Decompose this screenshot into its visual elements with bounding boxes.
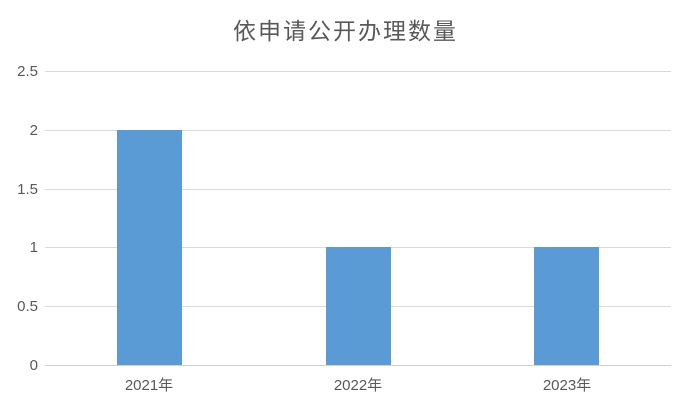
gridline (45, 189, 671, 190)
x-tick-label: 2023年 (542, 377, 592, 394)
gridline (45, 71, 671, 72)
y-tick-label: 2 (29, 122, 38, 139)
y-tick-label: 1.5 (17, 181, 38, 198)
x-axis-line (45, 365, 671, 366)
y-tick-label: 0.5 (17, 298, 38, 315)
bar (534, 247, 599, 365)
bar (326, 247, 391, 365)
chart-title: 依申请公开办理数量 (233, 19, 458, 44)
x-tick-label: 2021年 (124, 377, 174, 394)
bar (117, 130, 182, 365)
y-tick-label: 2.5 (17, 63, 38, 80)
y-tick-label: 0 (29, 357, 38, 374)
plot-area (45, 71, 671, 366)
y-tick-label: 1 (29, 239, 38, 256)
gridline (45, 130, 671, 131)
x-tick-label: 2022年 (333, 377, 383, 394)
